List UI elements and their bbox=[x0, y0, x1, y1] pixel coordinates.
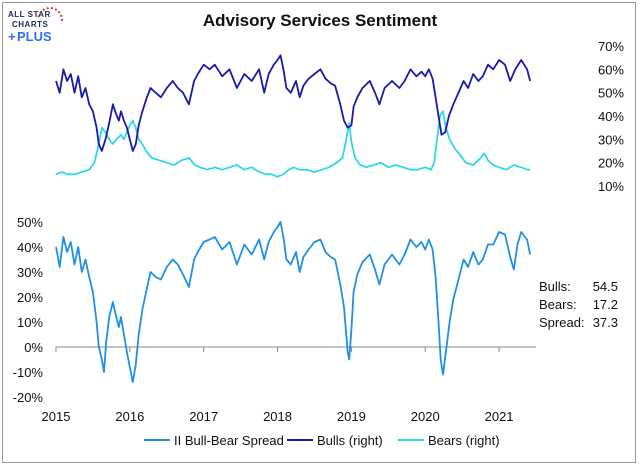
upper-y-tick-label: 10% bbox=[598, 179, 624, 194]
upper-y-tick-label: 20% bbox=[598, 156, 624, 171]
upper-y-tick-label: 50% bbox=[598, 86, 624, 101]
stats-box: Bulls: 54.5 Bears: 17.2 Spread: 37.3 bbox=[539, 279, 618, 330]
stats-bears-label: Bears: bbox=[539, 297, 577, 312]
bulls-line bbox=[55, 54, 531, 152]
legend-item-spread: II Bull-Bear Spread bbox=[144, 433, 284, 448]
brand-dots bbox=[37, 7, 64, 22]
x-tick-label: 2015 bbox=[42, 409, 71, 424]
brand-dot bbox=[42, 8, 45, 11]
upper-y-tick-label: 30% bbox=[598, 132, 624, 147]
brand-line-1: ALL STAR bbox=[8, 10, 51, 19]
legend-label-spread: II Bull-Bear Spread bbox=[174, 433, 284, 448]
brand-logo: ALL STAR CHARTS + PLUS bbox=[8, 7, 64, 44]
lower-y-tick-label: 0% bbox=[24, 340, 43, 355]
upper-y-tick-label: 40% bbox=[598, 109, 624, 124]
x-tick-label: 2017 bbox=[189, 409, 218, 424]
stats-bulls-label: Bulls: bbox=[539, 279, 571, 294]
lower-y-tick-label: -10% bbox=[13, 365, 44, 380]
legend: II Bull-Bear Spread Bulls (right) Bears … bbox=[144, 433, 500, 448]
legend-label-bulls: Bulls (right) bbox=[317, 433, 383, 448]
brand-dot bbox=[60, 18, 64, 22]
legend-item-bears: Bears (right) bbox=[398, 433, 500, 448]
upper-series bbox=[55, 54, 531, 178]
lower-panel: -20%-10%0%10%20%30%40%50% 2015 2016 2017 20… bbox=[13, 215, 536, 424]
brand-dot bbox=[39, 11, 42, 14]
lower-series bbox=[55, 221, 531, 383]
stats-bulls-value: 54.5 bbox=[593, 279, 618, 294]
lower-y-tick-label: 40% bbox=[17, 240, 43, 255]
lower-y-tick-label: 10% bbox=[17, 315, 43, 330]
legend-label-bears: Bears (right) bbox=[428, 433, 500, 448]
x-tick-label: 2021 bbox=[485, 409, 514, 424]
x-ticks: 2015 2016 2017 2018 2019 2020 2021 bbox=[42, 347, 514, 424]
upper-panel: 10% 20% 30% 40% 50% 60% 70% bbox=[55, 39, 624, 194]
spread-line bbox=[55, 221, 531, 383]
brand-dot bbox=[37, 15, 40, 18]
brand-line-3: PLUS bbox=[17, 29, 52, 44]
legend-item-bulls: Bulls (right) bbox=[287, 433, 383, 448]
chart-title: Advisory Services Sentiment bbox=[203, 11, 438, 30]
x-tick-label: 2018 bbox=[263, 409, 292, 424]
x-tick-label: 2020 bbox=[411, 409, 440, 424]
x-tick-label: 2019 bbox=[337, 409, 366, 424]
lower-y-ticks: -20% -10% 0% 10% 20% 30% 40% 50% bbox=[13, 215, 44, 405]
brand-line-2: CHARTS bbox=[12, 20, 48, 29]
brand-plus: + bbox=[8, 29, 16, 44]
bears-line bbox=[55, 110, 531, 178]
lower-y-tick-label: -20% bbox=[13, 390, 44, 405]
upper-y-tick-label: 70% bbox=[598, 39, 624, 54]
stats-bears-value: 17.2 bbox=[593, 297, 618, 312]
upper-y-ticks: 10% 20% 30% 40% 50% 60% 70% bbox=[598, 39, 624, 194]
brand-dot bbox=[60, 14, 63, 17]
brand-dot bbox=[54, 8, 57, 11]
brand-dot bbox=[46, 7, 49, 10]
stats-spread-label: Spread: bbox=[539, 315, 585, 330]
brand-dot bbox=[58, 11, 61, 14]
x-tick-label: 2016 bbox=[115, 409, 144, 424]
lower-y-tick-label: 50% bbox=[17, 215, 43, 230]
lower-y-tick-label: 20% bbox=[17, 290, 43, 305]
brand-dot bbox=[50, 7, 53, 10]
stats-spread-value: 37.3 bbox=[593, 315, 618, 330]
upper-y-tick-label: 60% bbox=[598, 62, 624, 77]
lower-y-tick-label: 30% bbox=[17, 265, 43, 280]
